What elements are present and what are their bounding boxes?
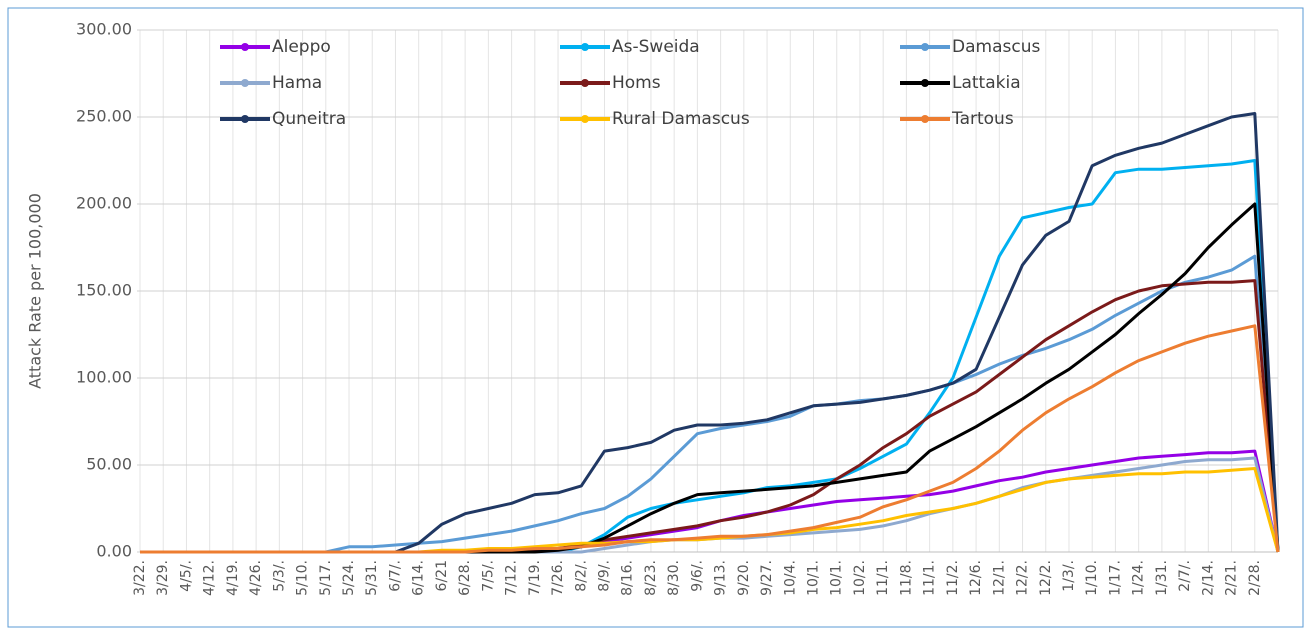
x-tick-label: 11/8.: [898, 560, 914, 596]
x-tick-label: 4/5/.: [178, 560, 194, 592]
legend-marker: [241, 79, 249, 87]
x-tick-label: 12/2.: [1015, 560, 1031, 596]
y-tick-label: 50.00: [86, 455, 132, 474]
legend-label: Damascus: [952, 37, 1040, 57]
x-tick-label: 8/30.: [666, 560, 682, 596]
x-tick-label: 9/13.: [713, 560, 729, 596]
x-tick-label: 3/29.: [155, 560, 171, 596]
x-tick-label: 12/6.: [968, 560, 984, 596]
x-tick-label: 1/17.: [1107, 560, 1123, 596]
x-tick-label: 6/7/.: [387, 560, 403, 592]
y-tick-label: 300.00: [76, 20, 132, 39]
y-axis-title: Attack Rate per 100,000: [26, 193, 45, 389]
legend-label: Hama: [272, 73, 322, 93]
x-tick-label: 7/5/.: [480, 560, 496, 592]
x-tick-label: 1/3/.: [1061, 560, 1077, 592]
legend-label: Tartous: [951, 109, 1014, 129]
x-tick-label: 9/6/.: [689, 560, 705, 592]
legend-label: Homs: [612, 73, 661, 93]
legend-marker: [581, 115, 589, 123]
x-tick-label: 1/31.: [1154, 560, 1170, 596]
x-tick-label: 5/3/.: [271, 560, 287, 592]
x-tick-label: 9/27.: [759, 560, 775, 596]
y-tick-label: 250.00: [76, 107, 132, 126]
legend-label: Quneitra: [272, 109, 346, 129]
x-tick-label: 11/2.: [945, 560, 961, 596]
x-tick-label: 10/4.: [782, 560, 798, 596]
x-tick-label: 10/1.: [829, 560, 845, 596]
x-tick-label: 8/9/.: [596, 560, 612, 592]
y-tick-label: 100.00: [76, 368, 132, 387]
x-tick-label: 5/24.: [341, 560, 357, 596]
x-tick-label: 8/23.: [643, 560, 659, 596]
legend-label: Rural Damascus: [612, 109, 750, 129]
x-tick-label: 12/2.: [1038, 560, 1054, 596]
x-tick-label: 2/28.: [1247, 560, 1263, 596]
x-tick-label: 4/19.: [225, 560, 241, 596]
x-tick-label: 2/21.: [1224, 560, 1240, 596]
x-tick-label: 5/31.: [364, 560, 380, 596]
legend-marker: [241, 115, 249, 123]
x-tick-label: 5/17.: [318, 560, 334, 596]
legend-marker: [921, 115, 929, 123]
x-tick-label: 7/26.: [550, 560, 566, 596]
x-tick-label: 8/2/.: [573, 560, 589, 592]
x-tick-label: 7/19.: [527, 560, 543, 596]
legend-marker: [581, 79, 589, 87]
x-tick-label: 4/12.: [202, 560, 218, 596]
legend-marker: [581, 43, 589, 51]
x-tick-label: 12/1.: [991, 560, 1007, 596]
x-tick-label: 6/28.: [457, 560, 473, 596]
legend-label: Lattakia: [952, 73, 1021, 93]
x-tick-label: 1/24.: [1131, 560, 1147, 596]
y-tick-label: 150.00: [76, 281, 132, 300]
x-tick-label: 1/10.: [1084, 560, 1100, 596]
x-tick-label: 11/1.: [875, 560, 891, 596]
series-line: [140, 324, 1280, 554]
x-tick-label: 5/10.: [295, 560, 311, 596]
x-tick-label: 11/1.: [922, 560, 938, 596]
legend-label: Aleppo: [272, 37, 331, 57]
y-tick-label: 0.00: [96, 542, 132, 561]
x-tick-label: 4/26.: [248, 560, 264, 596]
legend-label: As-Sweida: [612, 37, 700, 57]
x-tick-label: 2/14.: [1200, 560, 1216, 596]
legend-marker: [241, 43, 249, 51]
x-tick-label: 7/12.: [504, 560, 520, 596]
chart-frame: [7, 7, 1304, 628]
x-tick-label: 2/7/.: [1177, 560, 1193, 592]
x-tick-label: 6/14.: [411, 560, 427, 596]
x-tick-label: 3/22.: [132, 560, 148, 596]
x-tick-label: 10/2.: [852, 560, 868, 596]
legend-marker: [921, 43, 929, 51]
x-tick-label: 9/20.: [736, 560, 752, 596]
x-tick-label: 10/1.: [806, 560, 822, 596]
legend-marker: [921, 79, 929, 87]
x-tick-label: 8/16.: [620, 560, 636, 596]
x-tick-label: 6/21: [434, 560, 450, 591]
y-tick-label: 200.00: [76, 194, 132, 213]
